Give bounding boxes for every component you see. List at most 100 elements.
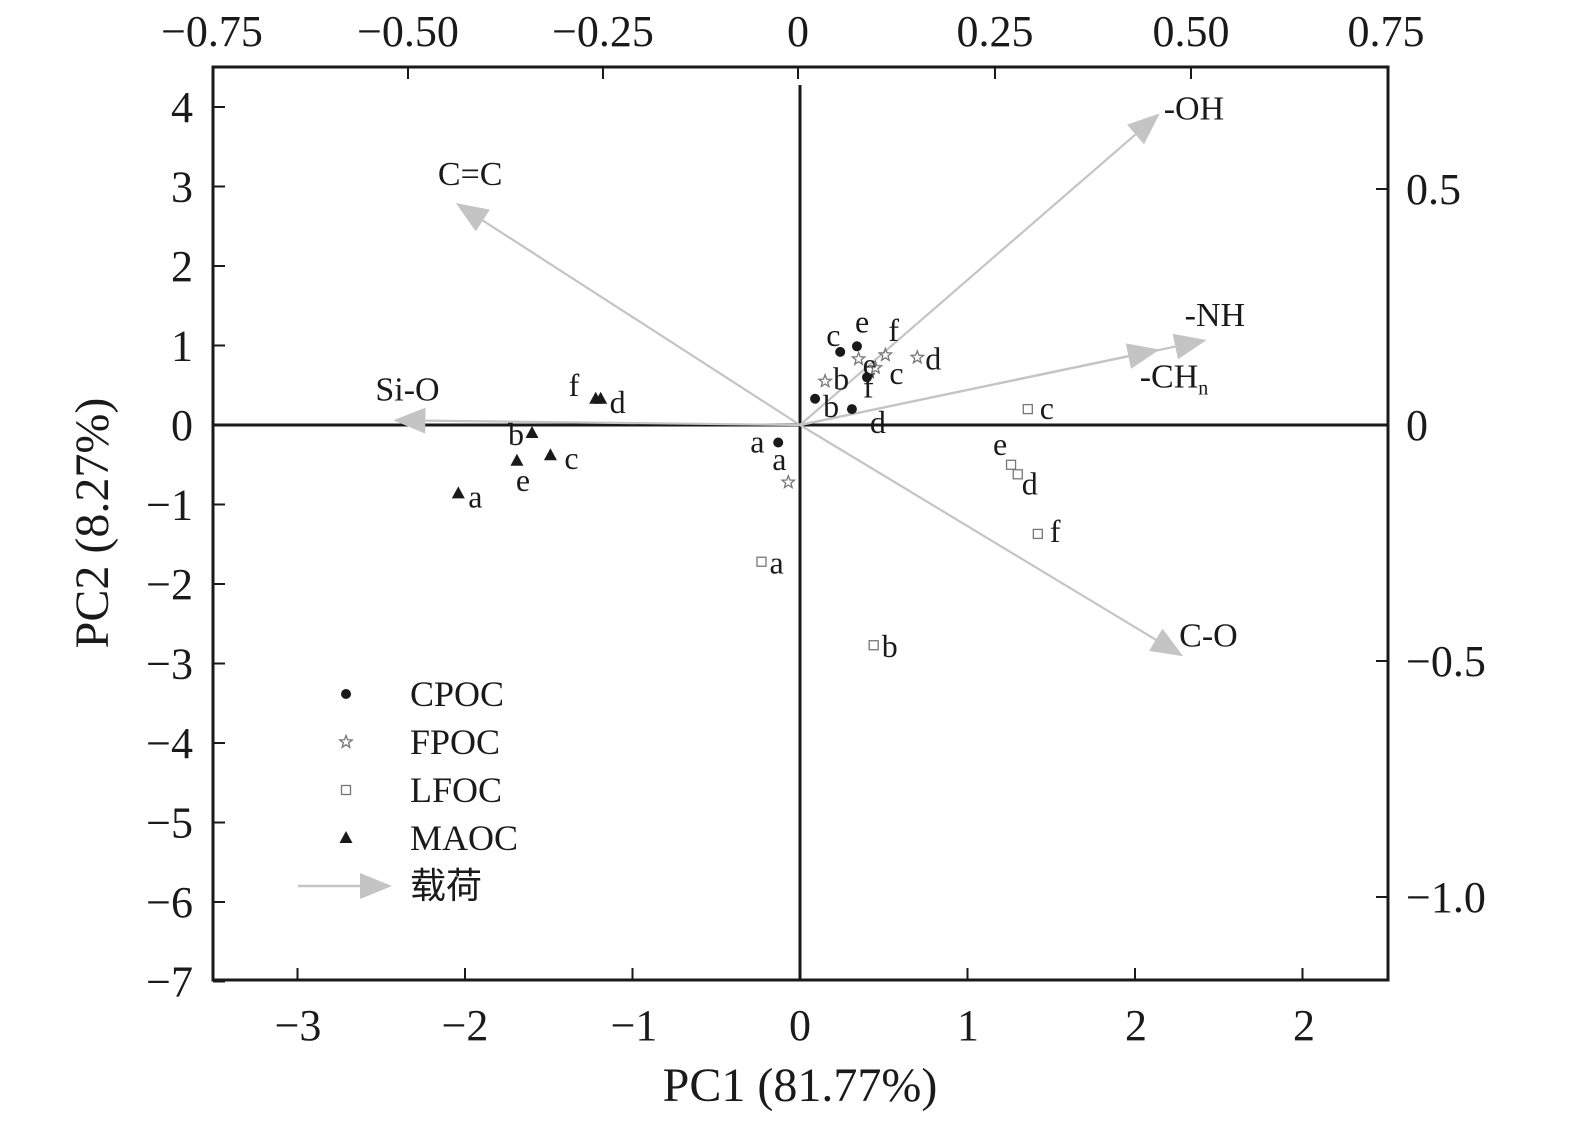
y-tick-label-7: −3: [146, 640, 193, 689]
right-tick-label-0: 0.5: [1406, 165, 1461, 214]
legend-item-lfoc-label: LFOC: [410, 770, 502, 810]
maoc-point-c-label: c: [564, 440, 578, 476]
maoc-point-d-label: d: [610, 384, 626, 420]
x-tick-label-5: 2: [1125, 1001, 1147, 1050]
cpoc-point-b: [810, 393, 821, 404]
lfoc-point-b: [868, 640, 879, 651]
y-axis-title: PC2 (8.27%): [66, 398, 119, 649]
legend-item-cpoc-symbol: [341, 689, 351, 699]
maoc-point-e: [510, 453, 524, 466]
loading-arrow-oh: [799, 113, 1160, 426]
legend-item-cpoc: CPOC: [341, 674, 504, 714]
loading-arrow-oh-head: [1127, 113, 1160, 145]
fpoc-point-e-label: e: [863, 346, 877, 382]
cpoc-point-f-label: f: [863, 368, 874, 404]
legend-item-lfoc-symbol: [340, 784, 352, 796]
fpoc-point-f: [877, 346, 894, 362]
y-tick-label-5: −1: [146, 481, 193, 530]
cpoc-point-a-label: a: [750, 423, 764, 459]
cpoc-point-d: [846, 404, 857, 415]
maoc-point-d: [594, 391, 608, 404]
y-tick-label-8: −4: [146, 719, 193, 768]
y-tick-label-2: 2: [171, 242, 193, 291]
fpoc-point-c-label: c: [889, 355, 903, 391]
fpoc-point-b: [817, 372, 834, 388]
cpoc-point-c-label: c: [826, 317, 840, 353]
x-tick-label-1: −2: [442, 1001, 489, 1050]
lfoc-point-c: [1022, 403, 1033, 415]
fpoc-point-f-label: f: [888, 312, 899, 348]
lfoc-point-b-label: b: [882, 628, 898, 664]
x-tick-label-3: 0: [789, 1001, 811, 1050]
y-tick-label-10: −6: [146, 878, 193, 927]
top-tick-label-6: 0.75: [1348, 7, 1425, 56]
lfoc-point-a: [756, 556, 767, 567]
loading-arrow-sio-shaft: [425, 419, 801, 427]
series-fpoc: ab e cfd: [772, 312, 941, 489]
top-tick-label-5: 0.50: [1153, 7, 1230, 56]
loading-arrow-co: [799, 424, 1184, 657]
loading-arrow-co-label: C-O: [1179, 617, 1238, 654]
y-tick-label-9: −5: [146, 799, 193, 848]
top-tick-label-1: −0.50: [357, 7, 459, 56]
loading-arrow-chn-label: -CHn: [1140, 358, 1209, 399]
y-tick-label-1: 3: [171, 163, 193, 212]
loading-arrow-cc-label: C=C: [438, 156, 503, 193]
maoc-point-a: [451, 486, 465, 499]
top-tick-label-3: 0: [787, 7, 809, 56]
legend-item-loading-symbol: [298, 873, 392, 899]
cpoc-point-e: [851, 341, 862, 352]
fpoc-point-c: [867, 359, 884, 375]
fpoc-point-a: [780, 473, 797, 489]
top-tick-label-0: −0.75: [161, 7, 263, 56]
loading-arrow-chn: [799, 343, 1160, 427]
fpoc-point-d: [909, 349, 926, 365]
lfoc-point-e: [1005, 459, 1017, 470]
legend-item-fpoc: FPOC: [338, 722, 500, 762]
maoc-point-b-label: b: [508, 416, 524, 452]
legend-item-loading-label: 载荷: [410, 866, 482, 906]
loading-arrow-chn-head: [1125, 343, 1160, 369]
cpoc-point-f: [862, 372, 872, 383]
top-tick-label-4: 0.25: [957, 7, 1034, 56]
zero-lines: [213, 85, 1388, 980]
maoc-point-f-label: f: [569, 367, 580, 403]
loading-arrow-co-shaft: [799, 424, 1157, 641]
x-axis-title: PC1 (81.77%): [663, 1059, 938, 1112]
x-tick-label-6: 2: [1293, 1001, 1315, 1050]
y-tick-label-0: 4: [171, 83, 193, 132]
loading-arrow-sio-head: [393, 407, 426, 434]
fpoc-point-d-label: d: [925, 340, 941, 376]
legend-item-loading: 载荷: [298, 866, 482, 906]
maoc-point-b: [525, 425, 539, 438]
legend-item-maoc-symbol: [339, 831, 353, 843]
loading-arrow-oh-label: -OH: [1164, 90, 1224, 127]
y-tick-label-4: 0: [171, 401, 193, 450]
lfoc-point-d: [1012, 469, 1023, 480]
loading-vectors: -OH C=C -NH -CHn Si-O C-O: [375, 90, 1245, 657]
legend-item-maoc: MAOC: [339, 818, 518, 858]
loading-arrow-chn-shaft: [799, 354, 1129, 427]
loading-arrow-cc-head: [455, 203, 490, 232]
legend-item-cpoc-label: CPOC: [410, 674, 504, 714]
x-tick-label-0: −3: [275, 1001, 322, 1050]
legend: CPOC FPOC LFOC MAOC 载荷: [298, 674, 518, 906]
maoc-point-e-label: e: [516, 462, 530, 498]
series-cpoc: a bc efd: [750, 303, 886, 459]
maoc-point-c: [543, 448, 557, 461]
y-tick-label-11: −7: [146, 958, 193, 1007]
lfoc-point-e-label: e: [993, 426, 1007, 462]
maoc-point-a-label: a: [468, 478, 482, 514]
lfoc-point-d-label: d: [1022, 465, 1038, 501]
loading-arrow-nh-label: -NH: [1185, 297, 1245, 334]
right-tick-label-1: 0: [1406, 401, 1428, 450]
legend-item-loading-symbol-head: [360, 873, 392, 899]
loading-arrow-co-head: [1149, 628, 1184, 657]
y-tick-label-3: 1: [171, 322, 193, 371]
fpoc-point-b-label: b: [833, 360, 849, 396]
cpoc-point-a: [773, 437, 784, 448]
loading-arrow-nh-head: [1172, 333, 1207, 360]
